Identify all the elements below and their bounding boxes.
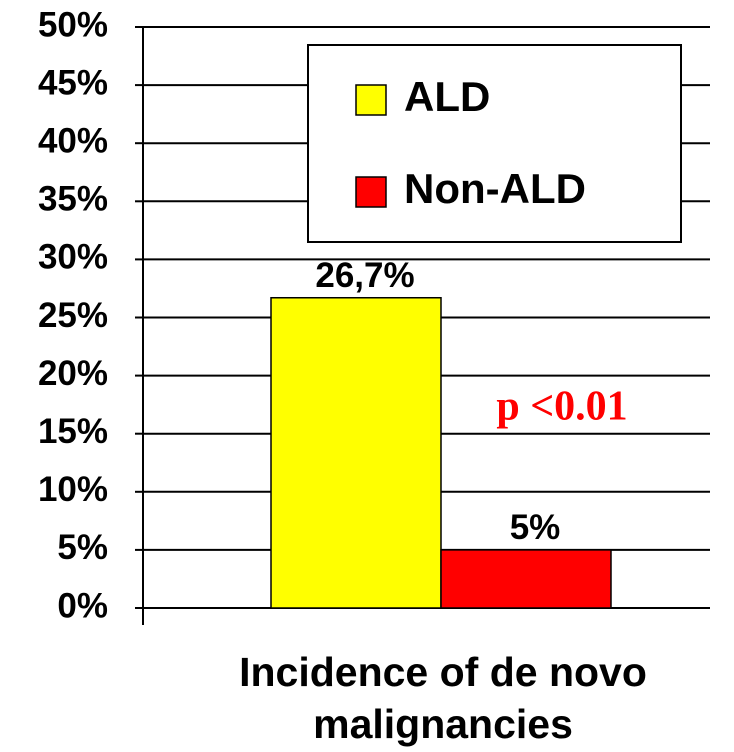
category-label: Incidence of de novo malignancies — [239, 649, 647, 747]
bar — [270, 296, 442, 609]
y-tick-label: 5% — [57, 528, 108, 567]
data-label: 26,7% — [315, 256, 414, 295]
y-tick-label: 30% — [38, 238, 108, 277]
y-tick-label: 50% — [38, 5, 108, 44]
legend-swatch — [355, 176, 387, 208]
legend-swatch — [355, 84, 387, 116]
y-tick-label: 0% — [57, 586, 108, 625]
y-tick-label: 40% — [38, 121, 108, 160]
legend-label: ALD — [404, 73, 490, 120]
y-tick-label: 10% — [38, 470, 108, 509]
legend-label: Non-ALD — [404, 165, 586, 212]
data-label: 5% — [510, 508, 561, 547]
y-tick-label: 25% — [38, 296, 108, 335]
y-tick-label: 45% — [38, 63, 108, 102]
y-tick-label: 35% — [38, 180, 108, 219]
bar — [440, 549, 612, 609]
y-tick-label: 20% — [38, 354, 108, 393]
legend-box — [307, 44, 682, 243]
annotation: p <0.01 — [496, 384, 627, 430]
y-tick-label: 15% — [38, 412, 108, 451]
